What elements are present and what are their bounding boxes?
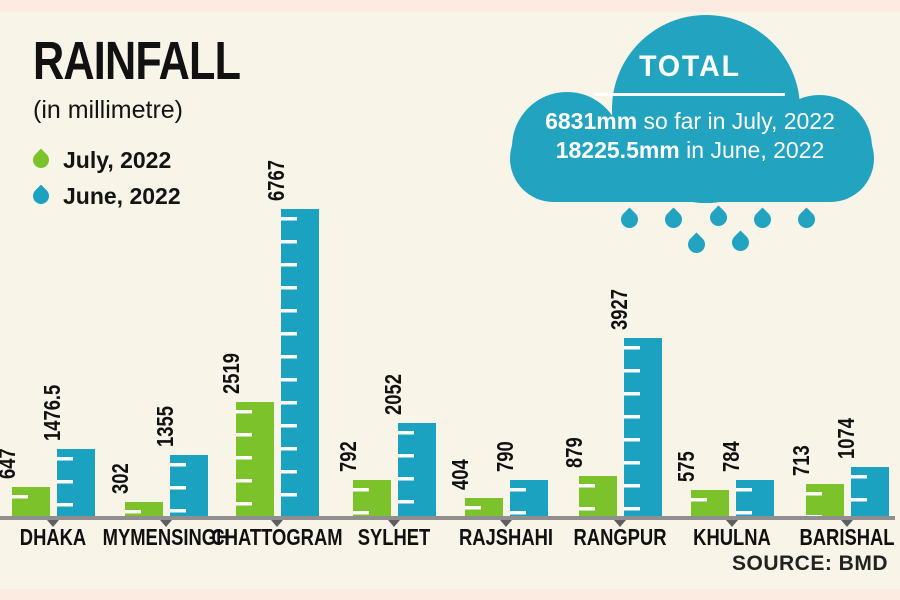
bar-scale-ticks (464, 498, 481, 516)
value-label-july-barishal: 713 (787, 445, 814, 476)
total-july-value: 6831mm (545, 108, 638, 134)
value-label-june-rajshahi: 790 (491, 441, 518, 472)
value-label-july-khulna: 575 (672, 451, 699, 482)
total-july-line: 6831mm so far in July, 2022 (505, 107, 875, 136)
bar-scale-ticks (623, 338, 640, 516)
axis-marker-rajshahi (500, 520, 512, 527)
bar-july-mymensingh (124, 502, 163, 516)
bar-scale-ticks (352, 480, 369, 516)
axis-marker-chattogram (271, 520, 283, 527)
bar-scale-ticks (850, 467, 867, 516)
cloud-title: TOTAL (639, 50, 741, 83)
bar-scale-ticks (805, 484, 822, 516)
legend: July, 2022 June, 2022 (29, 142, 181, 214)
x-axis-line (0, 516, 895, 520)
bar-scale-ticks (578, 476, 595, 516)
cloud-shape-base (510, 115, 874, 202)
axis-marker-barishal (841, 520, 853, 527)
bar-scale-ticks (509, 480, 526, 516)
page-title: RAINFALL (33, 31, 241, 91)
value-label-june-rangpur: 3927 (605, 289, 632, 330)
x-label-rajshahi: RAJSHAHI (458, 524, 554, 550)
bar-july-barishal (805, 484, 844, 516)
bar-june-rangpur (623, 338, 662, 516)
x-label-sylhet: SYLHET (357, 524, 431, 550)
bar-june-sylhet (397, 423, 436, 516)
value-label-june-barishal: 1074 (832, 418, 859, 459)
total-june-text: in June, 2022 (679, 137, 825, 163)
bar-july-khulna (690, 490, 729, 516)
value-label-july-sylhet: 792 (334, 441, 361, 472)
bar-scale-ticks (235, 402, 252, 516)
cloud-divider (595, 93, 785, 96)
total-july-text: so far in July, 2022 (637, 108, 835, 134)
axis-marker-khulna (726, 520, 738, 527)
value-label-june-khulna: 784 (717, 441, 744, 472)
axis-marker-rangpur (614, 520, 626, 527)
value-label-july-dhaka: 647 (0, 448, 20, 479)
bar-scale-ticks (56, 449, 73, 516)
bar-scale-ticks (11, 487, 28, 516)
legend-item-july: July, 2022 (29, 142, 181, 178)
x-label-mymensingh: MYMENSINGH (102, 524, 230, 550)
axis-marker-sylhet (388, 520, 400, 527)
top-border-strip (0, 0, 900, 12)
axis-marker-dhaka (47, 520, 59, 527)
value-label-july-chattogram: 2519 (217, 353, 244, 394)
value-label-july-mymensingh: 302 (106, 463, 133, 494)
value-label-june-chattogram: 6767 (262, 160, 289, 201)
bar-scale-ticks (690, 490, 707, 516)
bar-june-khulna (735, 480, 774, 516)
bar-july-sylhet (352, 480, 391, 516)
bar-june-chattogram (280, 209, 319, 516)
x-label-dhaka: DHAKA (19, 524, 87, 550)
bar-scale-ticks (280, 209, 297, 516)
legend-label-june: June, 2022 (63, 182, 181, 209)
bottom-border-strip (0, 589, 900, 600)
total-june-line: 18225.5mm in June, 2022 (505, 136, 875, 165)
value-label-june-mymensingh: 1355 (151, 406, 178, 447)
bar-july-dhaka (11, 487, 50, 516)
bar-june-mymensingh (169, 455, 208, 516)
x-label-khulna: KHULNA (693, 524, 771, 550)
cloud-text: TOTAL 6831mm so far in July, 2022 18225.… (505, 50, 875, 165)
bar-june-rajshahi (509, 480, 548, 516)
bar-july-chattogram (235, 402, 274, 516)
bar-june-barishal (850, 467, 889, 516)
bar-july-rangpur (578, 476, 617, 516)
value-label-july-rajshahi: 404 (446, 459, 473, 490)
x-label-barishal: BARISHAL (799, 524, 895, 550)
unit-label: (in millimetre) (33, 96, 183, 124)
total-june-value: 18225.5mm (555, 137, 680, 163)
bar-june-dhaka (56, 449, 95, 516)
bar-scale-ticks (169, 455, 186, 516)
value-label-july-rangpur: 879 (560, 437, 587, 468)
value-label-june-dhaka: 1476.5 (38, 384, 65, 441)
x-label-rangpur: RANGPUR (573, 524, 667, 550)
legend-item-june: June, 2022 (29, 178, 181, 214)
source-credit: SOURCE: BMD (732, 552, 888, 575)
bar-scale-ticks (124, 502, 141, 516)
axis-marker-mymensingh (160, 520, 172, 527)
value-label-june-sylhet: 2052 (379, 374, 406, 415)
bar-july-rajshahi (464, 498, 503, 516)
legend-label-july: July, 2022 (63, 146, 172, 173)
bar-scale-ticks (397, 423, 414, 516)
x-label-chattogram: CHATTOGRAM (211, 524, 343, 550)
bar-scale-ticks (735, 480, 752, 516)
